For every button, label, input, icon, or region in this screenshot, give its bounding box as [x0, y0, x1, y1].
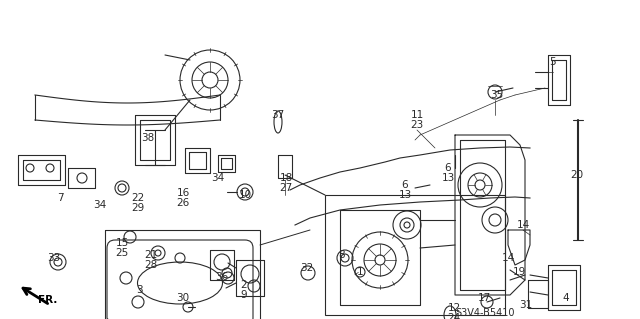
- Text: 6: 6: [402, 180, 408, 190]
- Text: 13: 13: [442, 173, 454, 183]
- Text: 23: 23: [410, 120, 424, 130]
- Text: 36: 36: [216, 272, 228, 282]
- Text: 26: 26: [177, 198, 189, 208]
- Text: 14: 14: [516, 220, 530, 230]
- Text: 5: 5: [550, 57, 556, 67]
- Text: 6: 6: [445, 163, 451, 173]
- Text: 30: 30: [177, 293, 189, 303]
- Text: 14: 14: [501, 253, 515, 263]
- Text: 27: 27: [280, 183, 292, 193]
- Text: 11: 11: [410, 110, 424, 120]
- Bar: [325, 195, 505, 315]
- Text: 13: 13: [398, 190, 412, 200]
- Text: 32: 32: [300, 263, 314, 273]
- Text: 1: 1: [356, 267, 364, 277]
- Text: 34: 34: [93, 200, 107, 210]
- Bar: [105, 230, 260, 319]
- Text: 20: 20: [570, 170, 584, 180]
- Text: 25: 25: [115, 248, 129, 258]
- Text: 12: 12: [447, 303, 461, 313]
- Text: 24: 24: [447, 313, 461, 319]
- Text: 19: 19: [513, 267, 525, 277]
- Text: 2: 2: [241, 280, 247, 290]
- Text: 28: 28: [145, 260, 157, 270]
- Text: 38: 38: [141, 133, 155, 143]
- Text: 16: 16: [177, 188, 189, 198]
- Text: 9: 9: [241, 290, 247, 300]
- Text: 33: 33: [47, 253, 61, 263]
- Text: 3: 3: [136, 285, 142, 295]
- Text: 4: 4: [563, 293, 570, 303]
- Text: 15: 15: [115, 238, 129, 248]
- Text: FR.: FR.: [38, 295, 58, 305]
- Text: 22: 22: [131, 193, 145, 203]
- Text: 37: 37: [271, 110, 285, 120]
- Text: 17: 17: [477, 293, 491, 303]
- Text: 29: 29: [131, 203, 145, 213]
- Text: 8: 8: [339, 250, 346, 260]
- Text: 18: 18: [280, 173, 292, 183]
- Text: 31: 31: [520, 300, 532, 310]
- Text: 10: 10: [239, 190, 252, 200]
- Text: 21: 21: [145, 250, 157, 260]
- Text: S3V4-B5410: S3V4-B5410: [455, 308, 515, 318]
- Text: 34: 34: [211, 173, 225, 183]
- Text: 35: 35: [490, 90, 504, 100]
- Text: 7: 7: [57, 193, 63, 203]
